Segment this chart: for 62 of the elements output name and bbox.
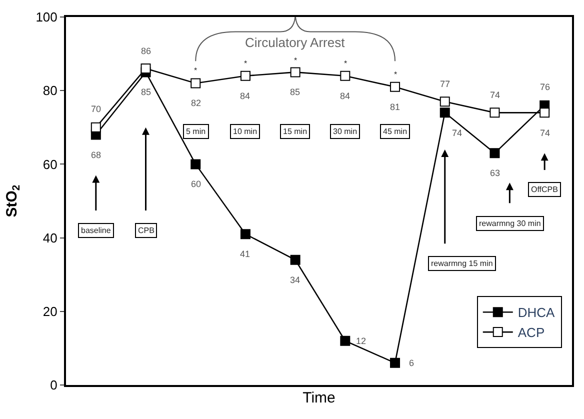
- data-label: 68: [91, 150, 102, 160]
- annotation: 10 min: [233, 127, 258, 136]
- point: [90, 122, 101, 132]
- data-label: 12: [356, 336, 366, 346]
- annotation: OffCPB: [531, 185, 558, 194]
- annotation: baseline: [81, 226, 112, 235]
- annotation: *: [294, 56, 298, 65]
- y-tick-label: 20: [42, 304, 58, 319]
- data-label: 77: [440, 79, 450, 89]
- y-tick-label: 0: [50, 378, 58, 393]
- annotation: *: [344, 59, 348, 68]
- data-label: 84: [240, 91, 250, 101]
- point: [190, 78, 201, 88]
- annotation: *: [244, 59, 248, 68]
- data-label: 74: [490, 90, 500, 100]
- annotation: *: [194, 66, 198, 75]
- point: [240, 229, 250, 240]
- point: [190, 159, 201, 170]
- data-label: 41: [240, 249, 250, 259]
- data-label: 76: [540, 82, 550, 92]
- data-label: 63: [490, 168, 500, 178]
- data-label: 34: [290, 275, 300, 285]
- data-label: 70: [91, 104, 102, 114]
- annotation: rewarmng 15 min: [431, 259, 493, 268]
- annotation: 5 min: [186, 127, 206, 136]
- annotation: 15 min: [283, 127, 308, 136]
- point: [240, 70, 250, 81]
- data-label: 85: [290, 87, 300, 97]
- data-label: 86: [141, 46, 152, 56]
- point: [290, 254, 300, 265]
- point: [340, 336, 350, 346]
- annotation: *: [394, 70, 398, 79]
- point: [390, 358, 400, 368]
- legend-label: DHCA: [518, 305, 556, 320]
- y-tick-label: 40: [42, 230, 58, 246]
- annotation: 45 min: [383, 127, 408, 136]
- point: [440, 108, 450, 118]
- data-label: 74: [540, 128, 550, 138]
- y-tick-label: 60: [42, 156, 58, 172]
- annotation: Circulatory Arrest: [245, 35, 346, 50]
- legend-label: ACP: [518, 325, 545, 340]
- annotation: rewarmng 30 min: [479, 219, 541, 228]
- point: [490, 108, 500, 118]
- data-label: 81: [390, 102, 400, 112]
- annotation: 30 min: [333, 127, 358, 136]
- x-axis-title: Time: [302, 390, 336, 406]
- data-label: 6: [409, 358, 414, 368]
- data-label: 74: [452, 128, 462, 138]
- point: [140, 64, 151, 74]
- annotation: CPB: [138, 226, 154, 235]
- point: [440, 96, 450, 107]
- y-tick-label: 80: [42, 83, 58, 98]
- point: [390, 82, 400, 92]
- data-label: 84: [340, 91, 350, 101]
- y-tick-label: 100: [36, 10, 58, 25]
- data-label: 85: [141, 87, 152, 97]
- point: [540, 108, 550, 118]
- data-label: 82: [191, 98, 202, 108]
- point: [290, 67, 300, 78]
- point: [340, 70, 350, 81]
- data-label: 60: [191, 179, 202, 189]
- point: [490, 148, 500, 158]
